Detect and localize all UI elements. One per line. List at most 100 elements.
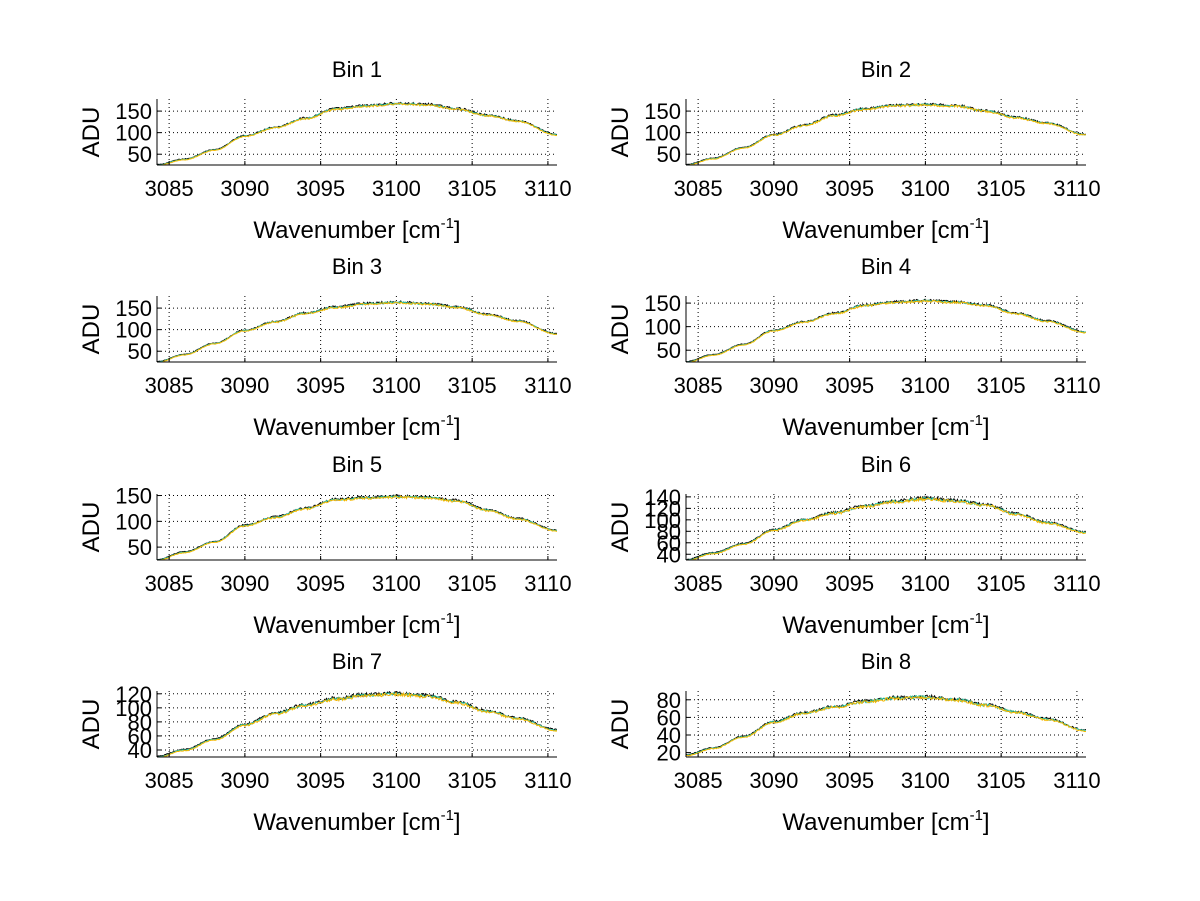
y-axis-label: ADU <box>78 107 105 158</box>
x-tick-label: 3085 <box>674 373 723 398</box>
x-tick-label: 3105 <box>977 373 1026 398</box>
chart-title: Bin 1 <box>332 57 382 82</box>
y-axis-label: ADU <box>78 304 105 355</box>
x-tick-label: 3095 <box>296 571 345 596</box>
data-series-3 <box>686 496 1086 560</box>
x-tick-label: 3110 <box>524 571 571 596</box>
y-tick-label: 50 <box>657 142 681 167</box>
y-tick-label: 40 <box>657 723 681 748</box>
x-axis-label: Wavenumber [cm-1] <box>253 412 460 441</box>
y-tick-label: 20 <box>657 741 681 766</box>
data-series-2 <box>686 496 1086 560</box>
y-tick-label: 150 <box>115 484 152 509</box>
data-series-2 <box>157 495 557 560</box>
y-tick-label: 60 <box>657 705 681 730</box>
x-tick-label: 3110 <box>1053 373 1100 398</box>
y-tick-label: 80 <box>657 688 681 713</box>
y-tick-label: 100 <box>644 121 681 146</box>
x-tick-label: 3090 <box>749 373 798 398</box>
x-tick-label: 3085 <box>145 571 194 596</box>
y-tick-label: 100 <box>115 696 152 721</box>
x-tick-label: 3110 <box>524 176 571 201</box>
chart-title: Bin 6 <box>861 452 911 477</box>
data-series-2 <box>686 694 1086 756</box>
x-tick-label: 3090 <box>220 176 269 201</box>
data-series-3 <box>157 301 557 362</box>
y-tick-label: 150 <box>644 99 681 124</box>
x-tick-label: 3090 <box>749 768 798 793</box>
x-tick-label: 3110 <box>1053 176 1100 201</box>
x-tick-label: 3105 <box>977 176 1026 201</box>
y-tick-label: 100 <box>115 509 152 534</box>
chart-title: Bin 2 <box>861 57 911 82</box>
data-series-1 <box>686 495 1086 560</box>
x-tick-label: 3100 <box>901 768 950 793</box>
x-tick-label: 3110 <box>524 373 571 398</box>
data-series-3 <box>160 691 557 757</box>
x-tick-label: 3090 <box>220 373 269 398</box>
data-series-3 <box>157 102 557 165</box>
data-series-1 <box>157 691 557 757</box>
chart-title: Bin 8 <box>861 649 911 674</box>
x-tick-label: 3095 <box>296 176 345 201</box>
chart-title: Bin 4 <box>861 254 911 279</box>
y-axis-label: ADU <box>78 699 105 750</box>
y-tick-label: 50 <box>128 142 152 167</box>
x-tick-label: 3095 <box>825 373 874 398</box>
x-tick-label: 3085 <box>145 768 194 793</box>
data-series-1 <box>686 102 1086 165</box>
x-tick-label: 3100 <box>372 768 421 793</box>
x-tick-label: 3100 <box>901 176 950 201</box>
x-tick-label: 3085 <box>674 768 723 793</box>
x-tick-label: 3100 <box>372 373 421 398</box>
y-axis-label: ADU <box>607 107 634 158</box>
x-tick-label: 3095 <box>825 176 874 201</box>
chart-title: Bin 3 <box>332 254 382 279</box>
y-tick-label: 140 <box>644 485 681 510</box>
x-axis-label: Wavenumber [cm-1] <box>253 215 460 244</box>
x-tick-label: 3100 <box>372 176 421 201</box>
y-tick-label: 100 <box>644 315 681 340</box>
x-tick-label: 3085 <box>674 176 723 201</box>
x-tick-label: 3110 <box>1053 768 1100 793</box>
x-tick-label: 3105 <box>448 373 497 398</box>
x-tick-label: 3100 <box>901 373 950 398</box>
chart-title: Bin 7 <box>332 649 382 674</box>
x-tick-label: 3105 <box>448 571 497 596</box>
x-tick-label: 3100 <box>372 571 421 596</box>
data-series-2 <box>157 102 557 165</box>
y-tick-label: 80 <box>657 519 681 544</box>
x-tick-label: 3105 <box>448 768 497 793</box>
data-series-1 <box>686 693 1086 756</box>
y-tick-label: 100 <box>115 318 152 343</box>
y-axis-label: ADU <box>607 304 634 355</box>
x-axis-label: Wavenumber [cm-1] <box>782 412 989 441</box>
x-tick-label: 3085 <box>145 176 194 201</box>
data-series-2 <box>157 692 557 757</box>
x-axis-label: Wavenumber [cm-1] <box>253 807 460 836</box>
x-tick-label: 3095 <box>296 768 345 793</box>
x-tick-label: 3090 <box>749 571 798 596</box>
data-series-3 <box>157 495 557 560</box>
x-tick-label: 3085 <box>145 373 194 398</box>
x-axis-label: Wavenumber [cm-1] <box>782 610 989 639</box>
y-tick-label: 100 <box>644 508 681 533</box>
y-tick-label: 50 <box>657 338 681 363</box>
data-series-1 <box>157 101 557 165</box>
y-tick-label: 150 <box>644 291 681 316</box>
data-series-2 <box>157 301 557 362</box>
data-series-1 <box>157 300 557 362</box>
x-tick-label: 3105 <box>977 768 1026 793</box>
y-axis-label: ADU <box>78 502 105 553</box>
y-axis-label: ADU <box>607 502 634 553</box>
y-tick-label: 40 <box>657 542 681 567</box>
x-axis-label: Wavenumber [cm-1] <box>782 807 989 836</box>
y-tick-label: 100 <box>115 121 152 146</box>
